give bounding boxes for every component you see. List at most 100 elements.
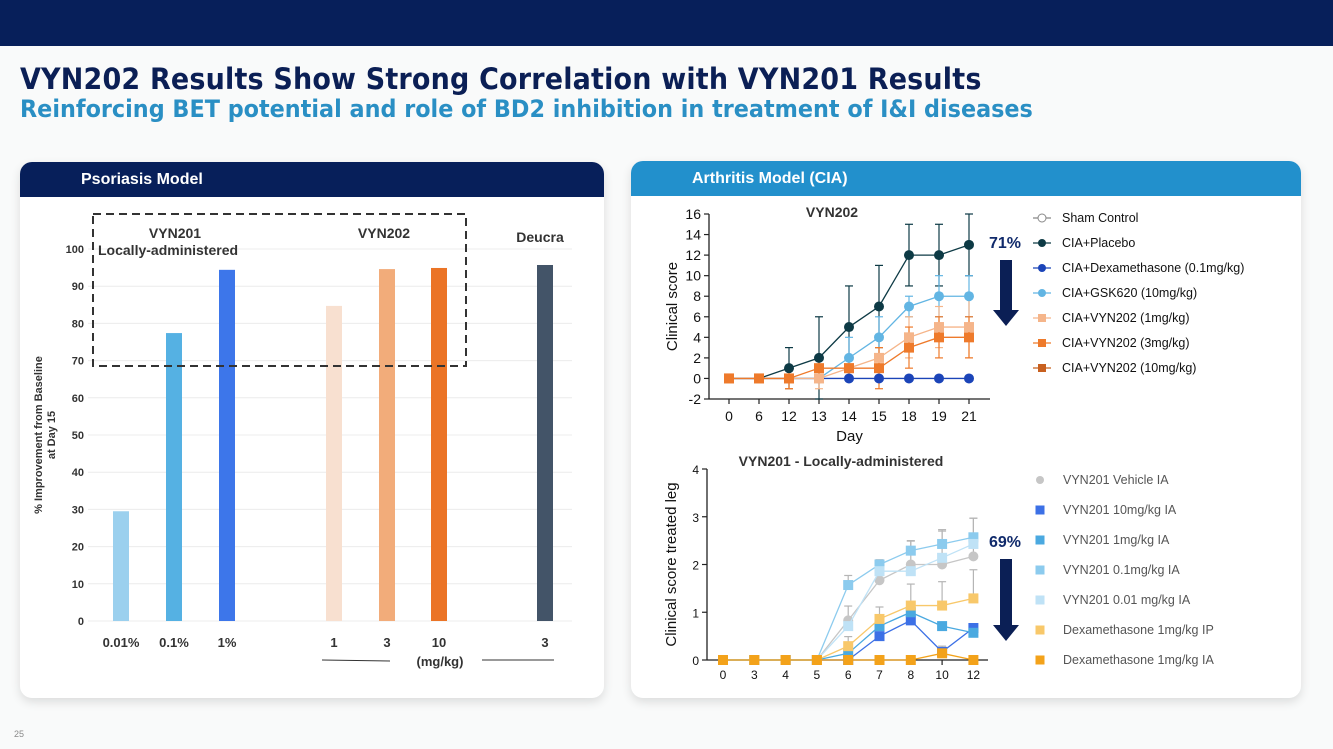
y-tick-label: 8 bbox=[693, 288, 701, 304]
data-point bbox=[874, 613, 885, 624]
bar bbox=[113, 511, 129, 621]
data-point bbox=[1038, 364, 1046, 372]
down-arrow-shaft bbox=[1000, 260, 1012, 310]
data-point bbox=[968, 551, 979, 562]
data-point bbox=[754, 373, 764, 384]
data-point bbox=[937, 621, 948, 632]
legend-label: VYN201 10mg/kg IA bbox=[1063, 503, 1177, 517]
data-point bbox=[964, 239, 974, 250]
arthritis-panel-header: Arthritis Model (CIA) bbox=[631, 161, 1301, 196]
bar bbox=[431, 267, 447, 621]
y-tick-label: 12 bbox=[685, 247, 701, 263]
legend-marker bbox=[1035, 505, 1045, 515]
legend-marker bbox=[1035, 655, 1045, 665]
data-point bbox=[964, 373, 974, 384]
data-point bbox=[904, 250, 914, 261]
bar bbox=[326, 305, 342, 621]
data-point bbox=[814, 373, 824, 384]
x-tick-label: 6 bbox=[845, 668, 852, 682]
x-tick-label: 21 bbox=[961, 408, 977, 424]
legend-label: VYN201 0.1mg/kg IA bbox=[1063, 563, 1180, 577]
data-point bbox=[874, 559, 885, 570]
x-tick-label: 10 bbox=[432, 635, 446, 650]
data-point bbox=[968, 538, 979, 549]
x-tick-label: 1% bbox=[218, 635, 237, 650]
slide-subtitle: Reinforcing BET potential and role of BD… bbox=[20, 95, 1033, 123]
y-tick-label: 0 bbox=[692, 654, 699, 668]
data-point bbox=[964, 291, 974, 302]
y-axis-title-line2: at Day 15 bbox=[46, 411, 58, 459]
legend-label: CIA+VYN202 (1mg/kg) bbox=[1062, 311, 1189, 325]
y-tick-label: 20 bbox=[72, 542, 84, 554]
data-point bbox=[934, 291, 944, 302]
x-tick-label: 5 bbox=[814, 668, 821, 682]
data-point bbox=[874, 301, 884, 312]
bar bbox=[166, 333, 182, 621]
chart-title: VYN202 bbox=[806, 204, 858, 220]
y-axis-title: % Improvement from Baseline bbox=[33, 356, 45, 514]
data-point bbox=[937, 538, 948, 549]
x-tick-label: 8 bbox=[907, 668, 914, 682]
y-tick-label: 60 bbox=[72, 393, 84, 405]
y-tick-label: 4 bbox=[693, 329, 701, 345]
data-point bbox=[843, 641, 854, 652]
data-point bbox=[843, 580, 854, 591]
data-point bbox=[1037, 213, 1047, 223]
x-tick-label: 1 bbox=[330, 635, 337, 650]
x-tick-label: 0 bbox=[725, 408, 733, 424]
x-tick-label: 15 bbox=[871, 408, 887, 424]
data-point bbox=[844, 322, 854, 333]
y-tick-label: 70 bbox=[72, 356, 84, 368]
data-point bbox=[874, 373, 884, 384]
y-tick-label: 0 bbox=[693, 370, 701, 386]
legend-label: Dexamethasone 1mg/kg IA bbox=[1063, 653, 1214, 667]
x-tick-label: 13 bbox=[811, 408, 827, 424]
down-arrow-shaft bbox=[1000, 559, 1012, 625]
data-point bbox=[937, 648, 948, 659]
data-point bbox=[968, 655, 979, 665]
data-point bbox=[905, 566, 916, 577]
data-point bbox=[937, 600, 948, 611]
y-tick-label: 4 bbox=[692, 463, 699, 477]
x-tick-label: 3 bbox=[383, 635, 390, 650]
legend-label: CIA+Dexamethasone (0.1mg/kg) bbox=[1062, 261, 1244, 275]
y-tick-label: 40 bbox=[72, 467, 84, 479]
x-tick-label: 0.1% bbox=[159, 635, 189, 650]
legend-label: VYN201 0.01 mg/kg IA bbox=[1063, 593, 1191, 607]
slide-title: VYN202 Results Show Strong Correlation w… bbox=[20, 62, 982, 96]
y-tick-label: 10 bbox=[685, 268, 701, 284]
highlight-box bbox=[92, 213, 467, 367]
data-point bbox=[905, 615, 916, 626]
data-point bbox=[814, 363, 824, 374]
legend-marker bbox=[1035, 565, 1045, 575]
data-point bbox=[1038, 289, 1046, 297]
y-tick-label: 10 bbox=[72, 579, 84, 591]
data-point bbox=[905, 600, 916, 611]
data-point bbox=[874, 621, 885, 632]
data-point bbox=[968, 532, 979, 543]
data-point bbox=[937, 552, 948, 563]
page-number: 25 bbox=[14, 729, 25, 739]
x-tick-label: 19 bbox=[931, 408, 947, 424]
y-tick-label: 30 bbox=[72, 504, 84, 516]
data-point bbox=[784, 363, 794, 374]
arthritis-panel: Arthritis Model (CIA) bbox=[631, 161, 1301, 698]
data-point bbox=[1038, 339, 1046, 347]
data-point bbox=[843, 655, 854, 665]
data-point bbox=[1038, 314, 1046, 322]
data-point bbox=[968, 593, 979, 604]
y-tick-label: -2 bbox=[689, 391, 702, 407]
x-tick-label: 6 bbox=[755, 408, 763, 424]
y-tick-label: 50 bbox=[72, 430, 84, 442]
group-label-deucra: Deucra bbox=[516, 229, 564, 245]
bracket-line bbox=[321, 659, 391, 662]
data-point bbox=[718, 655, 728, 665]
y-tick-label: 0 bbox=[78, 616, 84, 628]
legend-label: CIA+VYN202 (3mg/kg) bbox=[1062, 336, 1189, 350]
legend-marker bbox=[1035, 535, 1045, 545]
x-tick-label: 14 bbox=[841, 408, 857, 424]
data-point bbox=[874, 631, 885, 642]
unit-label: (mg/kg) bbox=[417, 654, 464, 669]
reduction-percent: 71% bbox=[989, 235, 1021, 252]
data-point bbox=[964, 332, 974, 343]
